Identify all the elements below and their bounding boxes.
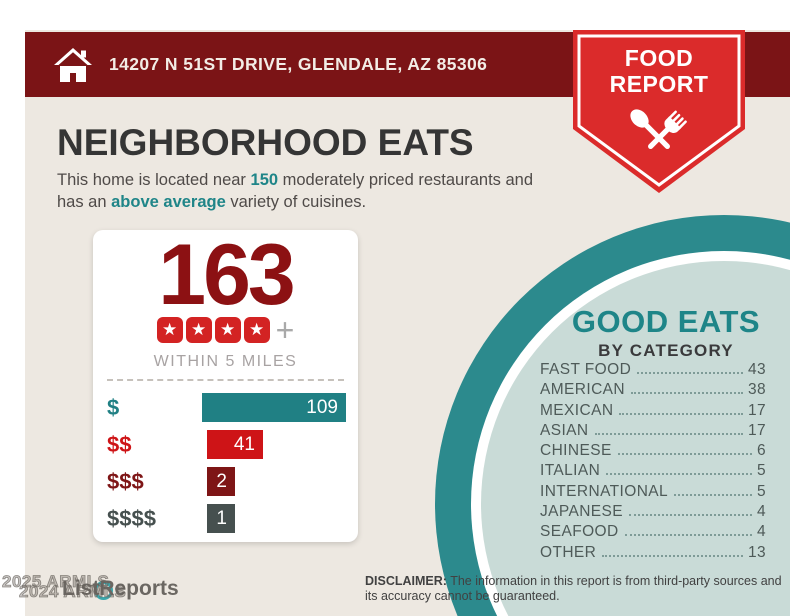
dashed-divider xyxy=(107,379,344,381)
star-icon: ★ xyxy=(156,317,183,343)
category-list: FAST FOOD 43 AMERICAN 38 MEXICAN 17 ASIA… xyxy=(540,361,766,564)
disclaimer: DISCLAIMER: The information in this repo… xyxy=(365,574,787,603)
listreports-logo-icon xyxy=(94,581,113,600)
category-label: FAST FOOD xyxy=(540,361,632,378)
star-row: ★ ★ ★ ★ xyxy=(156,317,270,343)
category-value: 17 xyxy=(747,421,766,439)
page-title: NEIGHBORHOOD EATS xyxy=(57,122,474,163)
listreports-logo: ListReports xyxy=(62,577,179,600)
category-row: SEAFOOD 4 xyxy=(540,523,766,543)
price-level-label: $ xyxy=(107,394,120,420)
price-bar-value: 109 xyxy=(306,396,338,418)
dotted-leader xyxy=(629,514,752,517)
category-row: JAPANESE 4 xyxy=(540,503,766,523)
report-panel: 14207 N 51ST DRIVE, GLENDALE, AZ 85306 F… xyxy=(25,30,790,616)
badge-line1: FOOD xyxy=(624,45,694,71)
badge-line2: REPORT xyxy=(609,71,709,97)
dotted-leader xyxy=(606,473,752,476)
category-value: 6 xyxy=(756,442,766,460)
price-bar: 41 xyxy=(207,430,263,459)
price-bar: 2 xyxy=(207,467,235,496)
badge-title: FOOD REPORT xyxy=(573,45,745,97)
subtitle-line1: This home is located near 150 moderately… xyxy=(57,171,534,189)
variety-highlight: above average xyxy=(111,192,226,211)
category-label: OTHER xyxy=(540,543,597,561)
category-label: SEAFOOD xyxy=(540,523,619,541)
star-icon: ★ xyxy=(214,317,241,343)
price-level-label: $$ xyxy=(107,431,132,457)
category-row: ASIAN 17 xyxy=(540,422,766,442)
price-level-label: $$$$ xyxy=(107,505,156,531)
star-icon: ★ xyxy=(185,317,212,343)
home-icon xyxy=(54,47,92,82)
category-label: AMERICAN xyxy=(540,381,626,399)
category-row: AMERICAN 38 xyxy=(540,381,766,401)
price-bar-value: 1 xyxy=(216,507,227,529)
dotted-leader xyxy=(624,534,752,537)
category-value: 38 xyxy=(747,381,766,399)
dotted-leader xyxy=(619,412,743,415)
good-eats-heading: GOOD EATS BY CATEGORY xyxy=(516,304,790,361)
category-value: 5 xyxy=(756,462,766,480)
dotted-leader xyxy=(594,432,743,435)
page-subtitle: This home is located near 150 moderately… xyxy=(57,170,533,213)
category-row: FAST FOOD 43 xyxy=(540,361,766,381)
category-label: ASIAN xyxy=(540,421,589,439)
category-value: 4 xyxy=(756,503,766,521)
ribbon-shape xyxy=(573,30,745,193)
category-value: 5 xyxy=(756,482,766,500)
category-row: OTHER 13 xyxy=(540,544,766,564)
food-report-badge: FOOD REPORT xyxy=(573,30,745,193)
price-bar-value: 2 xyxy=(216,470,227,492)
dotted-leader xyxy=(674,493,752,496)
rating-row: ★ ★ ★ ★ + xyxy=(93,312,358,348)
restaurant-count: 163 xyxy=(158,227,296,323)
armls-watermark-top: 2025 ARMLS xyxy=(2,572,110,592)
good-eats-subtitle: BY CATEGORY xyxy=(598,341,734,360)
good-eats-title: GOOD EATS xyxy=(571,304,761,339)
category-row: MEXICAN 17 xyxy=(540,402,766,422)
category-label: ITALIAN xyxy=(540,462,601,480)
price-bar-row: $$ 41 xyxy=(107,430,346,459)
disclaimer-text: The information in this report is from t… xyxy=(365,574,782,603)
category-value: 13 xyxy=(747,543,766,561)
category-value: 43 xyxy=(747,361,766,378)
star-icon: ★ xyxy=(243,317,270,343)
restaurant-count-highlight: 150 xyxy=(250,171,279,189)
property-address: 14207 N 51ST DRIVE, GLENDALE, AZ 85306 xyxy=(109,54,488,74)
category-label: INTERNATIONAL xyxy=(540,482,669,500)
radius-label: WITHIN 5 MILES xyxy=(153,353,298,370)
category-label: JAPANESE xyxy=(540,503,624,521)
dotted-leader xyxy=(602,554,743,557)
plus-sign: + xyxy=(275,312,295,348)
armls-watermark-bottom: 2024 ARMLS xyxy=(19,582,127,602)
price-level-label: $$$ xyxy=(107,468,144,494)
dotted-leader xyxy=(631,392,743,395)
price-bar-value: 41 xyxy=(233,433,255,455)
price-bar: 109 xyxy=(202,393,346,422)
price-bar: 1 xyxy=(207,504,235,533)
category-value: 4 xyxy=(756,523,766,541)
subtitle-line2: has an above average variety of cuisines… xyxy=(57,192,367,211)
price-bar-row: $ 109 xyxy=(107,393,346,422)
dotted-leader xyxy=(637,372,743,374)
spoon-fork-icon xyxy=(630,109,687,149)
price-bar-row: $$$$ 1 xyxy=(107,504,346,533)
category-row: ITALIAN 5 xyxy=(540,462,766,482)
category-row: CHINESE 6 xyxy=(540,442,766,462)
restaurant-summary-card: 163 ★ ★ ★ ★ + WITHIN 5 MILES $ 109 $$ 41 $$… xyxy=(93,230,358,542)
disclaimer-label: DISCLAIMER: xyxy=(365,574,447,588)
price-bar-row: $$$ 2 xyxy=(107,467,346,496)
footer-brand: ListReports 2025 ARMLS 2024 ARMLS xyxy=(2,570,222,612)
category-value: 17 xyxy=(747,401,766,419)
category-label: MEXICAN xyxy=(540,401,614,419)
dotted-leader xyxy=(617,453,752,456)
category-row: INTERNATIONAL 5 xyxy=(540,483,766,503)
category-label: CHINESE xyxy=(540,442,612,460)
price-bars: $ 109 $$ 41 $$$ 2 $$$$ 1 xyxy=(107,393,346,541)
